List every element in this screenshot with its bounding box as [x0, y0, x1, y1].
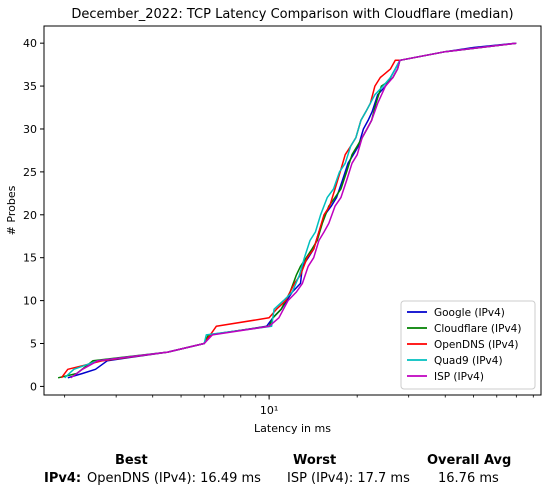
y-tick-label: 0 [30, 380, 37, 393]
y-tick-label: 5 [30, 338, 37, 351]
y-tick-label: 10 [23, 295, 37, 308]
y-tick-label: 35 [23, 80, 37, 93]
best-header: Best [115, 453, 148, 468]
y-tick-label: 25 [23, 166, 37, 179]
summary-panel: Best Worst Overall Avg IPv4: OpenDNS (IP… [0, 450, 548, 496]
legend-label-2: OpenDNS (IPv4) [434, 339, 519, 351]
worst-value: ISP (IPv4): 17.7 ms [287, 471, 410, 486]
x-axis-label: Latency in ms [254, 422, 331, 435]
legend-label-1: Cloudflare (IPv4) [434, 323, 521, 335]
y-tick-label: 20 [23, 209, 37, 222]
y-tick-label: 40 [23, 37, 37, 50]
worst-header: Worst [293, 453, 336, 468]
legend-label-4: ISP (IPv4) [434, 371, 484, 383]
y-tick-label: 15 [23, 252, 37, 265]
y-tick-label: 30 [23, 123, 37, 136]
overall-avg-header: Overall Avg [427, 453, 511, 468]
best-value: OpenDNS (IPv4): 16.49 ms [87, 471, 261, 486]
x-tick-label: 10¹ [260, 404, 278, 417]
legend-label-3: Quad9 (IPv4) [434, 355, 503, 367]
legend-label-0: Google (IPv4) [434, 307, 505, 319]
overall-avg-value: 16.76 ms [438, 471, 499, 486]
chart-title: December_2022: TCP Latency Comparison wi… [71, 7, 513, 22]
y-axis-label: # Probes [5, 185, 18, 235]
ipv4-row-label: IPv4: [44, 471, 81, 486]
